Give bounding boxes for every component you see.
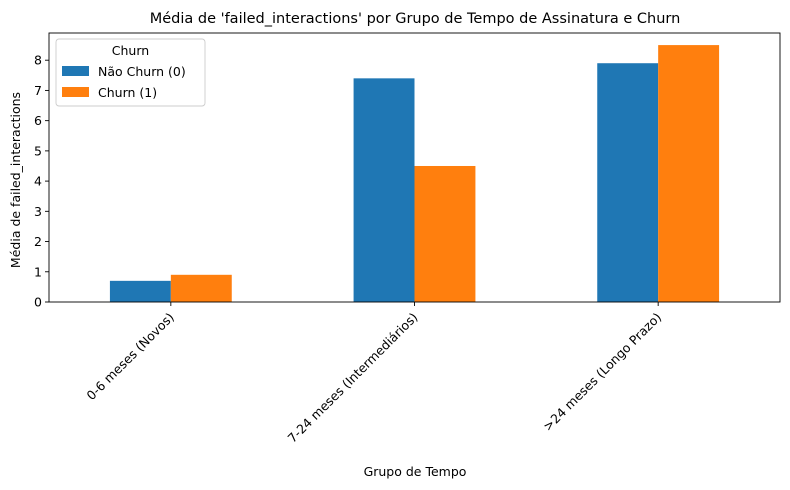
legend-swatch-1 — [62, 87, 89, 97]
y-tick-label-3: 3 — [34, 204, 42, 219]
legend-box — [55, 38, 206, 107]
y-tick-label-1: 1 — [34, 264, 42, 279]
bar-non-churn-2 — [597, 63, 659, 302]
y-tick-label-4: 4 — [34, 174, 42, 189]
y-tick-label-7: 7 — [34, 83, 42, 98]
y-tick-label-6: 6 — [34, 113, 42, 128]
chart-title: Média de 'failed_interactions' por Grupo… — [150, 11, 681, 27]
y-tick-label-8: 8 — [34, 53, 42, 68]
bar-churn-2 — [658, 45, 720, 303]
bar-non-churn-0 — [109, 280, 171, 302]
bar-churn-1 — [414, 165, 476, 302]
bar-non-churn-1 — [353, 78, 415, 302]
y-axis-label: Média de failed_interactions — [8, 92, 23, 268]
legend-swatch-0 — [62, 66, 89, 76]
legend-label-0: Não Churn (0) — [98, 64, 186, 79]
bar-churn-0 — [170, 274, 232, 302]
x-tick-label-0: 0-6 meses (Novos) — [83, 310, 177, 404]
y-tick-label-0: 0 — [34, 295, 42, 310]
x-axis-label: Grupo de Tempo — [364, 464, 467, 479]
y-tick-label-5: 5 — [34, 143, 42, 158]
x-tick-label-1: 7-24 meses (Intermediários) — [285, 310, 421, 446]
legend-label-1: Churn (1) — [98, 85, 157, 100]
legend-title: Churn — [112, 43, 149, 58]
x-tick-label-2: >24 meses (Longo Prazo) — [540, 310, 664, 434]
legend: Churn Não Churn (0) Churn (1) — [55, 38, 206, 107]
y-tick-label-2: 2 — [34, 234, 42, 249]
